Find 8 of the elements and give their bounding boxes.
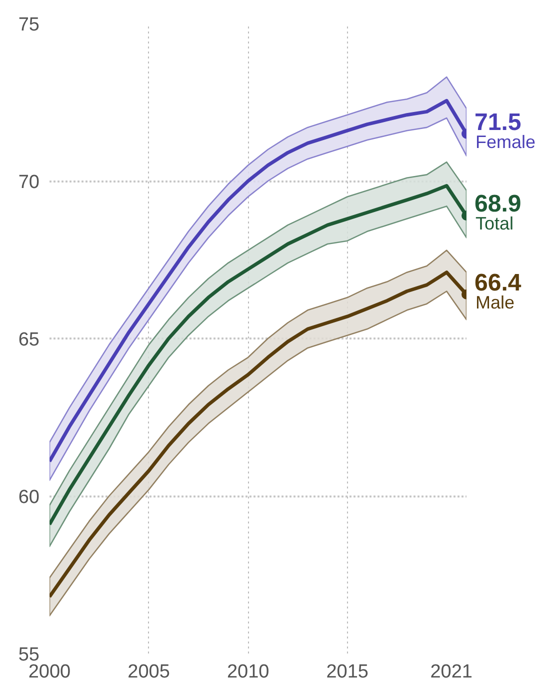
x-tick-label: 2005 <box>128 662 170 682</box>
x-tick-label: 2015 <box>326 662 369 682</box>
y-tick-label: 60 <box>18 487 40 508</box>
y-tick-label: 75 <box>18 14 40 36</box>
y-tick-label: 65 <box>18 330 40 350</box>
y-tick-label: 70 <box>18 172 40 193</box>
x-tick-label: 2021 <box>430 662 473 682</box>
x-tick-label: 2010 <box>226 662 270 682</box>
